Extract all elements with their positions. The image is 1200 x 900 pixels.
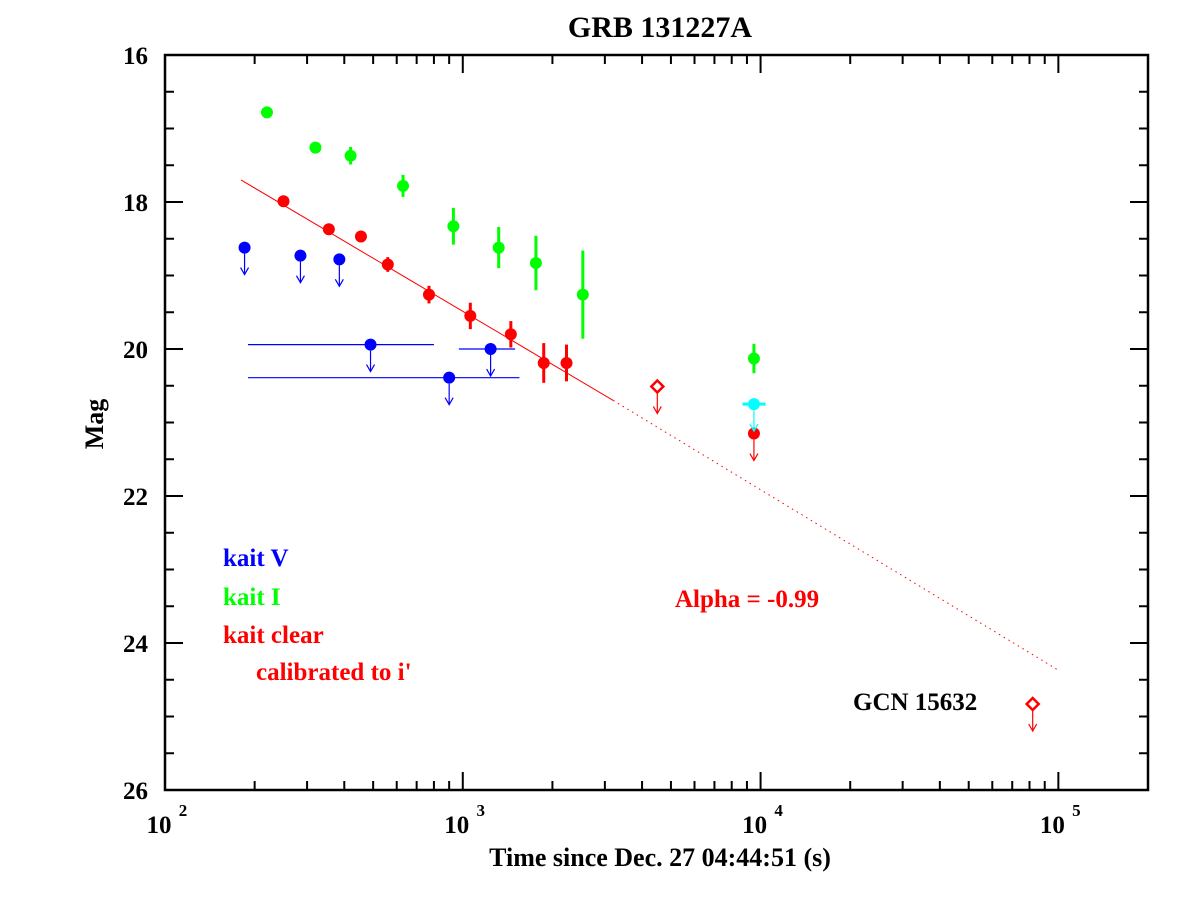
- x-tick-label-base: 10: [1040, 812, 1065, 839]
- data-point-kait-v: [333, 253, 346, 266]
- data-point-red-open-upper-limits: [1024, 696, 1041, 712]
- legend: kait V kait I kait clear calibrated to i…: [223, 545, 412, 686]
- upper-limit-arrow-head: [749, 453, 759, 462]
- upper-limit-red-filled-upper-limit: [749, 439, 759, 462]
- x-tick-labels: 10 2 10 3 10 4 10 5: [147, 801, 1081, 839]
- data-point-red-filled-upper-limit: [747, 427, 760, 440]
- axes-frame: [163, 53, 1150, 792]
- x-tick-label: 10 4: [742, 801, 783, 839]
- x-tick-label: 10 2: [147, 801, 188, 839]
- data-point-kait-v: [238, 241, 251, 254]
- x-tick-label-base: 10: [444, 812, 469, 839]
- upper-limit-kait-v: [295, 261, 305, 284]
- upper-limit-kait-v: [334, 265, 344, 288]
- x-tick-label-exponent: 2: [179, 801, 188, 820]
- y-tick-label: 24: [123, 631, 149, 658]
- data-point-kait-clear: [504, 328, 517, 341]
- y-tick-label: 26: [123, 778, 148, 805]
- chart-title: GRB 131227A: [568, 11, 753, 44]
- y-tick-label: 22: [123, 484, 148, 511]
- x-tick-label: 10 3: [444, 801, 485, 839]
- y-tick-label: 16: [123, 43, 148, 70]
- y-tick-labels: 16 18 20 22 24 26: [123, 43, 149, 805]
- data-point-kait-clear: [422, 288, 435, 301]
- upper-limit-arrow-head: [652, 406, 662, 415]
- upper-limit-arrow-head: [334, 279, 344, 288]
- gcn-annotation: GCN 15632: [853, 689, 977, 716]
- y-axis-label: Mag: [80, 399, 109, 450]
- upper-limit-kait-v: [240, 253, 250, 276]
- upper-limit-red-open-upper-limits: [1028, 710, 1038, 733]
- data-point-kait-i: [576, 288, 589, 301]
- upper-limit-arrow-head: [444, 397, 454, 406]
- data-points-group: [238, 106, 1041, 733]
- data-point-red-open-upper-limits: [649, 378, 666, 395]
- data-point-kait-clear: [381, 258, 394, 271]
- x-tick-label-exponent: 5: [1072, 801, 1081, 820]
- data-point-kait-i: [529, 257, 542, 270]
- fit-line-dotted: [612, 400, 1059, 671]
- data-point-kait-v: [294, 249, 307, 262]
- upper-limit-cyan-point: [749, 410, 759, 433]
- data-point-kait-i: [309, 141, 322, 154]
- legend-entry-kait-clear: kait clear: [223, 622, 324, 649]
- data-point-kait-clear: [354, 230, 367, 243]
- upper-limit-arrow-head: [1028, 723, 1038, 733]
- x-tick-label-base: 10: [147, 812, 172, 839]
- upper-limit-kait-v: [366, 350, 376, 373]
- data-point-kait-i: [447, 220, 460, 233]
- data-point-kait-i: [344, 149, 357, 162]
- data-point-kait-v: [364, 338, 377, 351]
- upper-limit-arrow-head: [749, 423, 759, 433]
- alpha-annotation: Alpha = -0.99: [675, 586, 819, 613]
- data-point-kait-clear: [537, 356, 550, 369]
- legend-entry-kait-i: kait I: [223, 584, 281, 611]
- data-point-kait-clear: [464, 309, 477, 322]
- upper-limit-arrow-head: [366, 364, 376, 373]
- x-tick-label-base: 10: [742, 812, 767, 839]
- data-point-kait-i: [397, 179, 410, 192]
- upper-limit-arrow-head: [295, 275, 305, 284]
- upper-limit-kait-v: [444, 383, 454, 406]
- data-point-kait-v: [443, 371, 456, 384]
- data-point-kait-clear: [277, 195, 290, 208]
- y-tick-label: 18: [123, 190, 148, 217]
- data-point-kait-clear: [322, 223, 335, 236]
- x-tick-label: 10 5: [1040, 801, 1081, 839]
- x-axis-label: Time since Dec. 27 04:44:51 (s): [489, 843, 831, 872]
- x-tick-label-exponent: 3: [477, 801, 486, 820]
- data-point-kait-v: [484, 343, 497, 355]
- upper-limit-kait-v: [486, 355, 496, 378]
- data-point-kait-i: [260, 106, 273, 119]
- x-tick-label-exponent: 4: [774, 801, 783, 820]
- data-point-kait-i: [492, 241, 505, 254]
- fit-line-group: [240, 179, 1059, 671]
- upper-limit-red-open-upper-limits: [652, 392, 662, 415]
- data-point-kait-i: [747, 352, 760, 365]
- y-tick-label: 20: [123, 337, 148, 364]
- data-point-cyan-point: [747, 398, 760, 411]
- upper-limit-arrow-head: [486, 368, 496, 378]
- legend-entry-kait-clear-sublabel: calibrated to i': [256, 659, 412, 686]
- upper-limit-arrow-head: [240, 267, 250, 276]
- legend-entry-kait-v: kait V: [223, 545, 289, 572]
- data-point-kait-clear: [560, 356, 573, 369]
